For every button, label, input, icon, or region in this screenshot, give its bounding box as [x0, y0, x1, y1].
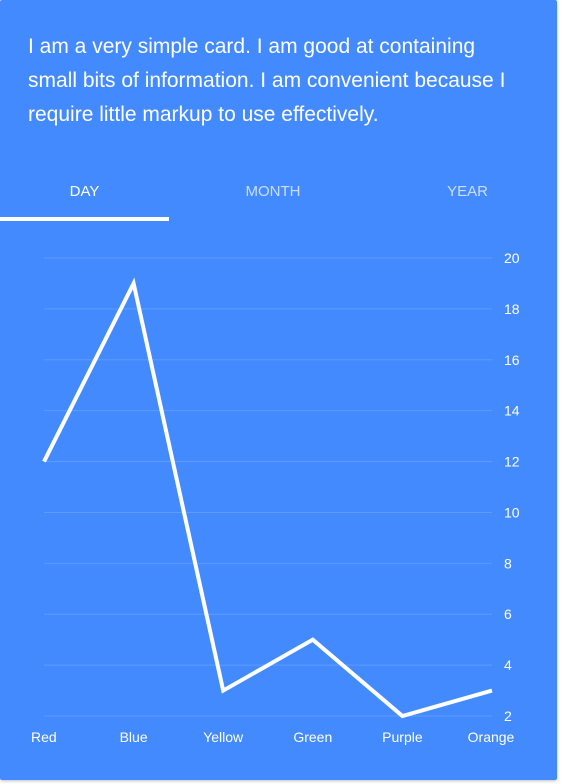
data-point: [399, 713, 405, 719]
y-tick-label: 8: [504, 555, 512, 571]
data-point: [220, 688, 226, 694]
data-point: [131, 280, 137, 286]
y-tick-label: 2: [504, 708, 512, 724]
active-tab-indicator: [0, 217, 169, 221]
x-tick-label: Orange: [468, 729, 515, 745]
y-tick-label: 20: [504, 250, 520, 266]
x-tick-label: Blue: [120, 729, 148, 745]
tab-year[interactable]: Year: [447, 183, 488, 200]
y-tick-label: 16: [504, 352, 520, 368]
x-tick-label: Purple: [382, 729, 423, 745]
data-point: [310, 637, 316, 643]
card-description: I am a very simple card. I am good at co…: [28, 35, 506, 126]
tab-bar: Day Month Year: [0, 163, 557, 221]
y-tick-label: 18: [504, 301, 520, 317]
x-tick-label: Red: [31, 729, 57, 745]
data-point: [41, 459, 47, 465]
line-chart: 2 4 6 8 10 12 14 16 18 20 Red Blue Yellow Green Purple…: [31, 250, 520, 745]
y-tick-label: 14: [504, 403, 520, 419]
x-tick-label: Green: [293, 729, 332, 745]
y-tick-label: 12: [504, 454, 520, 470]
y-tick-label: 4: [504, 657, 512, 673]
tab-day[interactable]: Day: [69, 183, 100, 200]
y-tick-label: 6: [504, 606, 512, 622]
tab-month[interactable]: Month: [245, 183, 301, 200]
x-tick-label: Yellow: [203, 729, 244, 745]
series-line: [42, 277, 493, 719]
data-point: [489, 688, 495, 694]
y-tick-label: 10: [504, 504, 520, 520]
